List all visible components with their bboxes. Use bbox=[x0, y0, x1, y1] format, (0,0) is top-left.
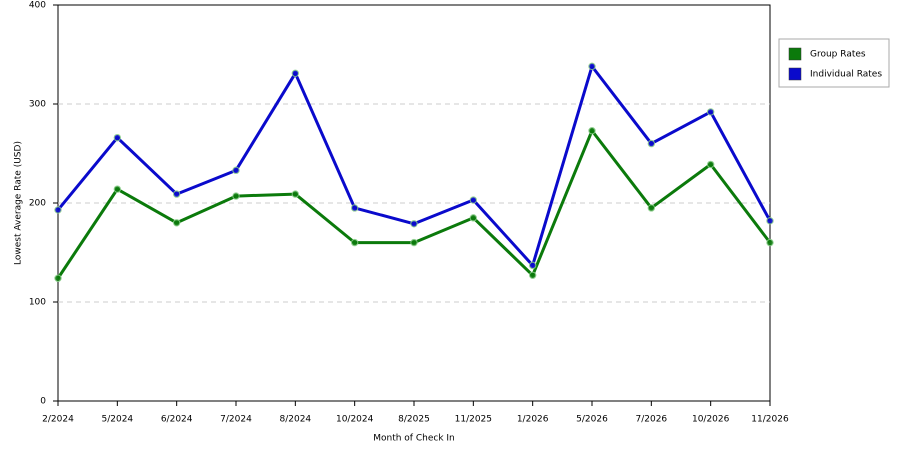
point bbox=[410, 238, 418, 247]
x-tick-label: 10/2026 bbox=[692, 415, 730, 425]
x-tick-label: 5/2026 bbox=[576, 415, 608, 425]
point bbox=[588, 62, 596, 71]
point bbox=[766, 217, 774, 225]
y-tick-label: 0 bbox=[40, 397, 46, 407]
y-tick-label: 300 bbox=[29, 100, 46, 110]
point bbox=[350, 204, 359, 212]
point bbox=[410, 220, 418, 228]
x-axis-title: Month of Check In bbox=[373, 434, 455, 444]
point bbox=[469, 196, 478, 204]
point bbox=[172, 190, 181, 198]
point bbox=[766, 238, 774, 247]
series-line bbox=[56, 64, 772, 267]
point bbox=[291, 69, 300, 78]
point bbox=[588, 127, 596, 135]
x-tick-label: 6/2024 bbox=[161, 415, 193, 425]
point bbox=[469, 214, 478, 222]
x-tick-label: 7/2024 bbox=[220, 415, 252, 425]
point bbox=[528, 271, 537, 279]
x-tick-label: 8/2024 bbox=[279, 415, 311, 425]
legend-label: Individual Rates bbox=[810, 70, 882, 80]
legend-swatch bbox=[788, 67, 802, 81]
y-tick-label: 400 bbox=[29, 1, 46, 11]
point bbox=[647, 139, 656, 148]
legend-swatch bbox=[788, 47, 802, 61]
point bbox=[350, 238, 359, 247]
y-tick-label: 200 bbox=[29, 199, 46, 209]
point bbox=[54, 206, 62, 214]
legend-label: Group Rates bbox=[810, 50, 866, 60]
x-tick-label: 5/2024 bbox=[101, 415, 133, 425]
point bbox=[706, 108, 715, 116]
point bbox=[172, 219, 181, 227]
y-tick-label: 100 bbox=[29, 298, 46, 308]
point bbox=[232, 192, 240, 200]
x-tick-label: 11/2025 bbox=[455, 415, 492, 425]
point bbox=[232, 166, 240, 175]
series-line bbox=[56, 129, 772, 280]
point bbox=[647, 204, 656, 212]
x-tick-label: 1/2026 bbox=[517, 415, 549, 425]
legend-box bbox=[778, 38, 890, 88]
x-tick-label: 11/2026 bbox=[751, 415, 789, 425]
y-axis-title: Lowest Average Rate (USD) bbox=[14, 141, 24, 265]
point bbox=[291, 190, 300, 198]
x-tick-label: 10/2024 bbox=[336, 415, 374, 425]
x-tick-label: 7/2026 bbox=[635, 415, 667, 425]
point bbox=[54, 274, 62, 282]
x-tick-label: 8/2025 bbox=[398, 415, 430, 425]
point bbox=[706, 160, 715, 169]
point bbox=[113, 133, 122, 142]
point bbox=[113, 185, 122, 193]
point bbox=[528, 261, 537, 270]
x-tick-label: 2/2024 bbox=[42, 415, 74, 425]
